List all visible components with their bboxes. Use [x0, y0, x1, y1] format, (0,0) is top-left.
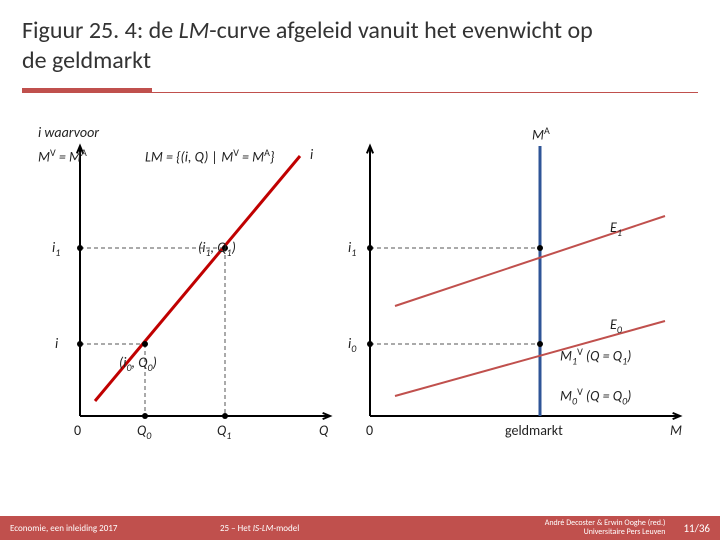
label-geldmarkt: geldmarkt — [505, 422, 563, 439]
title-text-c: de geldmarkt — [22, 46, 151, 75]
slide-title: Figuur 25. 4: de LM-curve afgeleid vanui… — [0, 0, 720, 82]
label-lm-set: LM = {(i, Q) | MV = MA} — [145, 146, 274, 166]
title-em: LM — [179, 16, 210, 45]
label-i1-right: i1 — [348, 239, 356, 259]
label-i-axis-right: i — [310, 146, 313, 163]
label-i0-right: i0 — [348, 335, 356, 355]
label-e0: E0 — [610, 316, 622, 336]
label-point-i1q1: (i1, Q1) — [198, 239, 236, 259]
label-q1-left: Q1 — [217, 422, 231, 442]
label-origin-right: 0 — [366, 422, 373, 439]
label-mv-eq-ma: MV = MA — [38, 146, 87, 166]
label-e1: E1 — [610, 219, 622, 239]
label-m1v: M1V (Q = Q1) — [560, 345, 631, 367]
label-point-i0q0: (i0, Q0) — [119, 354, 157, 374]
diagram-svg — [0, 106, 720, 476]
label-m0v: M0V (Q = Q0) — [560, 385, 631, 407]
footer-mid: 25 – Het IS-LM-model — [180, 523, 545, 534]
footer-left: Economie, een inleiding 2017 — [0, 523, 180, 534]
footer-right: André Decoster & Erwin Ooghe (red.)Unive… — [545, 519, 674, 537]
label-m-axis: M — [670, 422, 682, 439]
label-q0-left: Q0 — [137, 422, 151, 442]
footer: Economie, een inleiding 2017 25 – Het IS… — [0, 516, 720, 540]
label-q-axis-left: Q — [319, 422, 328, 439]
label-i1-left: i1 — [52, 239, 60, 259]
title-text-a: Figuur 25. 4: de — [22, 16, 179, 45]
diagram: i waarvoor MV = MA LM = {(i, Q) | MV = M… — [0, 106, 720, 476]
label-origin-left: 0 — [74, 422, 81, 439]
title-text-b: -curve afgeleid vanuit het evenwicht op — [209, 16, 592, 45]
label-i-left: i — [55, 335, 58, 352]
label-i-waarvoor: i waarvoor — [38, 124, 99, 141]
footer-page: 11/36 — [673, 522, 720, 535]
title-track — [22, 92, 698, 93]
label-ma: MA — [532, 124, 550, 144]
